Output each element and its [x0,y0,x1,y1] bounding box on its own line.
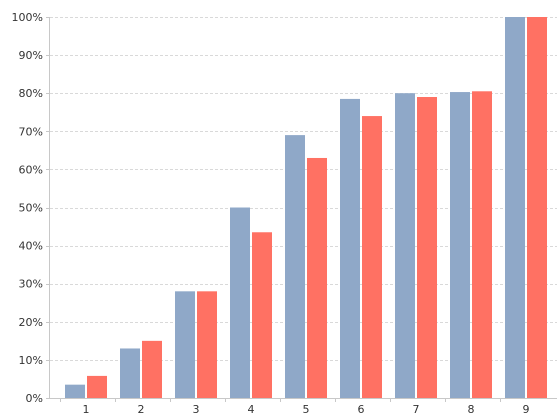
bar-series-1-category-6 [340,98,360,398]
bar-series-2-category-2 [142,340,162,398]
y-tick-label: 10% [19,354,43,367]
bar-series-1-category-4 [230,207,250,398]
x-tick-label: 2 [138,403,145,416]
y-tick-label: 20% [19,316,43,329]
bar-series-1-category-1 [65,384,85,398]
y-tick-label: 40% [19,240,43,253]
bar-series-2-category-8 [472,91,492,399]
bar-series-2-category-4 [252,232,272,398]
x-tick-label: 7 [413,403,420,416]
bar-series-1-category-7 [395,93,415,398]
x-tick-label: 4 [248,403,255,416]
bar-series-1-category-5 [285,135,305,399]
y-tick-label: 60% [19,163,43,176]
bars [65,17,547,399]
bar-series-1-category-9 [505,17,525,398]
bar-series-2-category-7 [417,97,437,398]
x-tick-label: 1 [83,403,90,416]
y-tick-label: 70% [19,125,43,138]
y-tick-label: 0% [26,392,43,405]
x-tick-label: 5 [303,403,310,416]
bar-series-2-category-3 [197,291,217,398]
bar-series-2-category-1 [87,375,107,398]
bar-series-1-category-8 [450,92,470,398]
bar-series-2-category-6 [362,116,382,398]
x-tick-label: 3 [193,403,200,416]
y-tick-label: 50% [19,202,43,215]
y-tick-label: 100% [12,11,43,24]
x-tick-label: 9 [523,403,530,416]
y-axis-ticks: 0% 10% 20% 30% 40% 50% 60% 70% 80% 90% 100% [12,11,50,405]
bar-series-2-category-5 [307,157,327,398]
x-tick-label: 6 [358,403,365,416]
x-axis-ticks: 1 2 3 4 5 6 7 8 9 [60,398,530,416]
bar-series-1-category-3 [175,291,195,398]
y-tick-label: 90% [19,49,43,62]
bar-series-1-category-2 [120,348,140,398]
x-tick-label: 8 [468,403,475,416]
y-tick-label: 80% [19,87,43,100]
bar-series-2-category-9 [527,17,547,398]
y-tick-label: 30% [19,278,43,291]
